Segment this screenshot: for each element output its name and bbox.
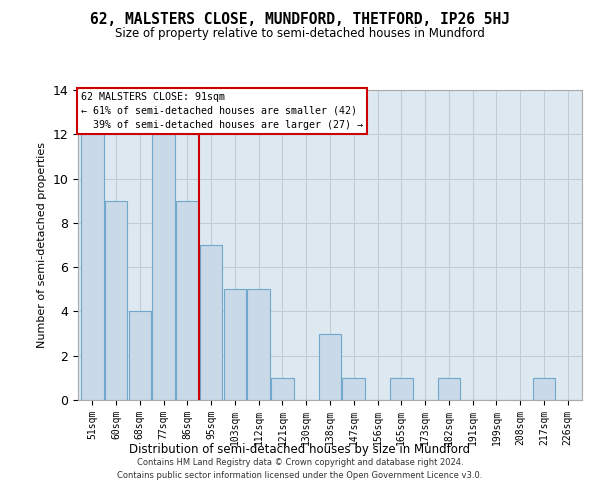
- Bar: [152, 134, 175, 400]
- Y-axis label: Number of semi-detached properties: Number of semi-detached properties: [37, 142, 47, 348]
- Bar: [200, 245, 223, 400]
- Bar: [81, 134, 104, 400]
- Bar: [343, 378, 365, 400]
- Text: Distribution of semi-detached houses by size in Mundford: Distribution of semi-detached houses by …: [130, 442, 470, 456]
- Bar: [247, 290, 270, 400]
- Bar: [437, 378, 460, 400]
- Bar: [105, 200, 127, 400]
- Bar: [271, 378, 294, 400]
- Bar: [224, 290, 246, 400]
- Bar: [176, 200, 199, 400]
- Text: Size of property relative to semi-detached houses in Mundford: Size of property relative to semi-detach…: [115, 28, 485, 40]
- Bar: [319, 334, 341, 400]
- Bar: [533, 378, 555, 400]
- Bar: [390, 378, 413, 400]
- Bar: [128, 312, 151, 400]
- Text: 62 MALSTERS CLOSE: 91sqm
← 61% of semi-detached houses are smaller (42)
  39% of: 62 MALSTERS CLOSE: 91sqm ← 61% of semi-d…: [80, 92, 362, 130]
- Text: 62, MALSTERS CLOSE, MUNDFORD, THETFORD, IP26 5HJ: 62, MALSTERS CLOSE, MUNDFORD, THETFORD, …: [90, 12, 510, 28]
- Text: Contains HM Land Registry data © Crown copyright and database right 2024.
Contai: Contains HM Land Registry data © Crown c…: [118, 458, 482, 480]
